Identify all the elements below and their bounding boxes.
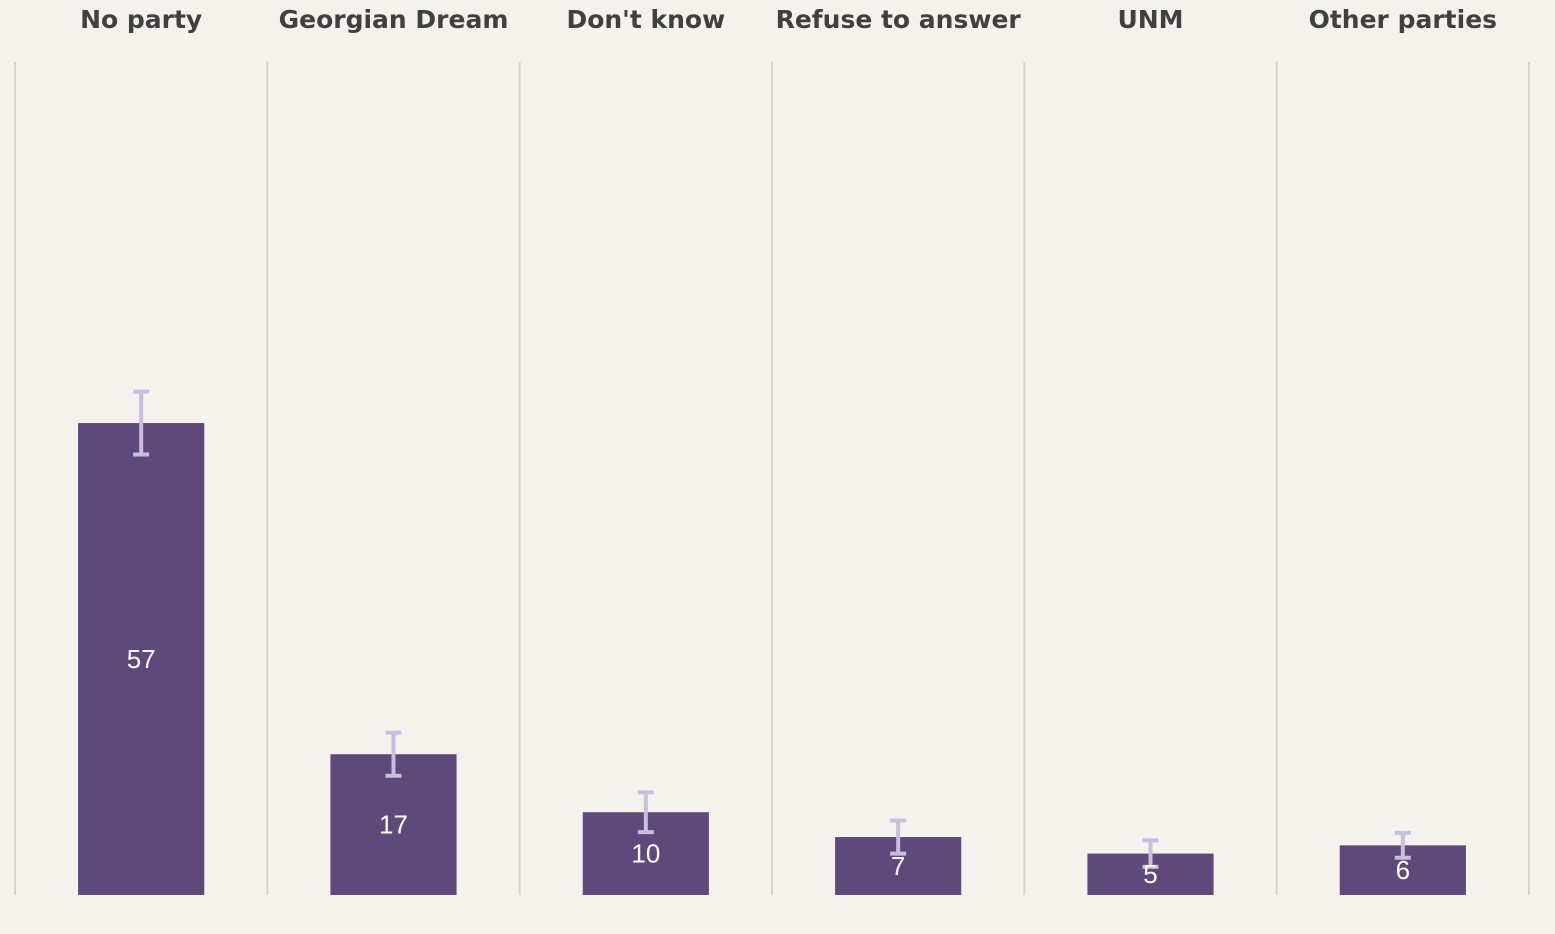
value-label: 57 (127, 644, 156, 674)
error-bar (385, 730, 402, 778)
bar (78, 423, 205, 895)
category-label: UNM (1117, 5, 1183, 34)
category-label: Other parties (1309, 5, 1497, 34)
value-label: 5 (1143, 859, 1157, 889)
value-label: 17 (379, 809, 408, 839)
error-bar (637, 790, 654, 835)
category-label: Refuse to answer (776, 5, 1022, 34)
error-bar (890, 818, 907, 856)
error-bar (1394, 830, 1411, 860)
category-label: Don't know (566, 5, 725, 34)
value-label: 6 (1396, 855, 1410, 885)
category-label: Georgian Dream (279, 5, 509, 34)
error-bar (1142, 838, 1159, 869)
error-bar (133, 389, 150, 457)
value-label: 7 (891, 851, 905, 881)
value-label: 10 (631, 838, 660, 868)
category-label: No party (80, 5, 202, 34)
